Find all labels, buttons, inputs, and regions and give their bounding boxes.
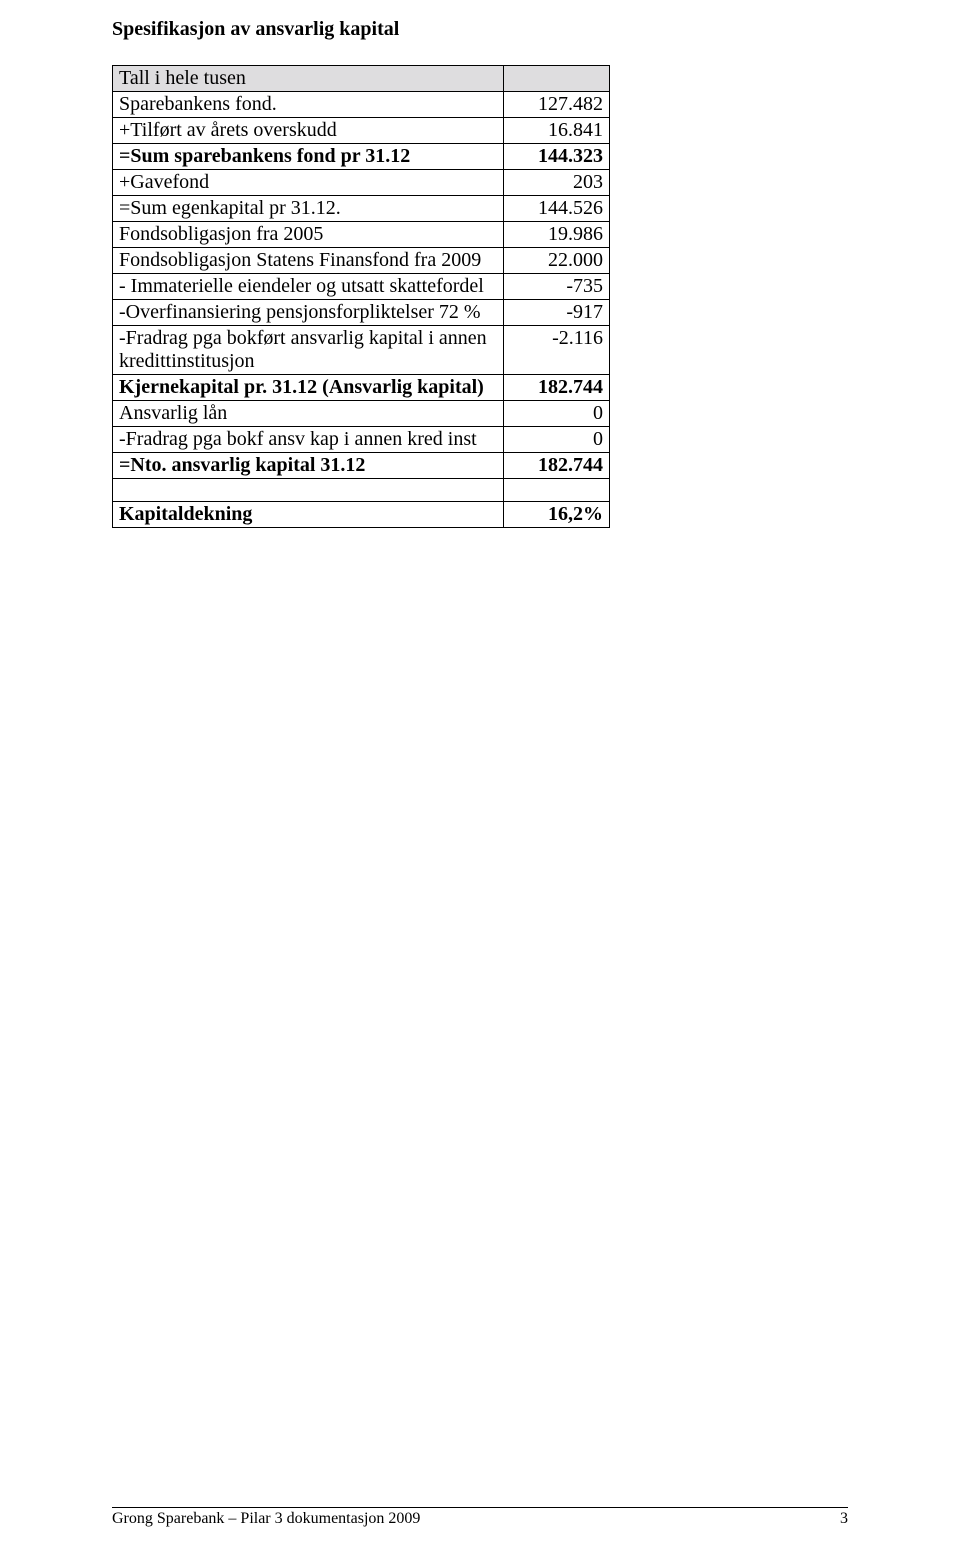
footer-left: Grong Sparebank – Pilar 3 dokumentasjon … (112, 1510, 420, 1528)
row-value: 203 (504, 170, 610, 196)
row-label: -Fradrag pga bokf ansv kap i annen kred … (113, 427, 504, 453)
table-row: Kapitaldekning16,2% (113, 502, 610, 528)
row-label: -Fradrag pga bokført ansvarlig kapital i… (113, 326, 504, 375)
row-label: +Tilført av årets overskudd (113, 118, 504, 144)
row-label: =Nto. ansvarlig kapital 31.12 (113, 453, 504, 479)
table-row: +Tilført av årets overskudd16.841 (113, 118, 610, 144)
table-row: =Nto. ansvarlig kapital 31.12182.744 (113, 453, 610, 479)
table-row: Fondsobligasjon Statens Finansfond fra 2… (113, 248, 610, 274)
row-value: 22.000 (504, 248, 610, 274)
row-label: +Gavefond (113, 170, 504, 196)
row-value: -735 (504, 274, 610, 300)
row-label: Sparebankens fond. (113, 92, 504, 118)
row-label: Kjernekapital pr. 31.12 (Ansvarlig kapit… (113, 375, 504, 401)
row-value: 127.482 (504, 92, 610, 118)
table-row: Kjernekapital pr. 31.12 (Ansvarlig kapit… (113, 375, 610, 401)
row-value: -2.116 (504, 326, 610, 375)
row-label: Ansvarlig lån (113, 401, 504, 427)
table-row: -Fradrag pga bokført ansvarlig kapital i… (113, 326, 610, 375)
row-value: 19.986 (504, 222, 610, 248)
table-row: Tall i hele tusen (113, 66, 610, 92)
page-footer: Grong Sparebank – Pilar 3 dokumentasjon … (112, 1507, 848, 1528)
row-value: 0 (504, 401, 610, 427)
footer-page-number: 3 (840, 1510, 848, 1528)
table-row: -Fradrag pga bokf ansv kap i annen kred … (113, 427, 610, 453)
table-row: - Immaterielle eiendeler og utsatt skatt… (113, 274, 610, 300)
row-value: 144.323 (504, 144, 610, 170)
table-row: Ansvarlig lån0 (113, 401, 610, 427)
row-label: -Overfinansiering pensjonsforpliktelser … (113, 300, 504, 326)
page-title: Spesifikasjon av ansvarlig kapital (112, 18, 848, 41)
row-value: 0 (504, 427, 610, 453)
row-label: Fondsobligasjon Statens Finansfond fra 2… (113, 248, 504, 274)
row-label: =Sum egenkapital pr 31.12. (113, 196, 504, 222)
row-label: =Sum sparebankens fond pr 31.12 (113, 144, 504, 170)
table-row: Sparebankens fond.127.482 (113, 92, 610, 118)
row-value (504, 66, 610, 92)
table-row: -Overfinansiering pensjonsforpliktelser … (113, 300, 610, 326)
row-value: 182.744 (504, 375, 610, 401)
capital-table: Tall i hele tusenSparebankens fond.127.4… (112, 65, 610, 528)
row-value: 144.526 (504, 196, 610, 222)
table-row: Fondsobligasjon fra 200519.986 (113, 222, 610, 248)
row-label: Fondsobligasjon fra 2005 (113, 222, 504, 248)
row-value: 16,2% (504, 502, 610, 528)
row-value: -917 (504, 300, 610, 326)
row-value: 182.744 (504, 453, 610, 479)
table-row: +Gavefond203 (113, 170, 610, 196)
table-row: =Sum sparebankens fond pr 31.12144.323 (113, 144, 610, 170)
row-value: 16.841 (504, 118, 610, 144)
row-label: Kapitaldekning (113, 502, 504, 528)
table-row: =Sum egenkapital pr 31.12.144.526 (113, 196, 610, 222)
table-row (113, 479, 610, 502)
row-label: - Immaterielle eiendeler og utsatt skatt… (113, 274, 504, 300)
row-label: Tall i hele tusen (113, 66, 504, 92)
